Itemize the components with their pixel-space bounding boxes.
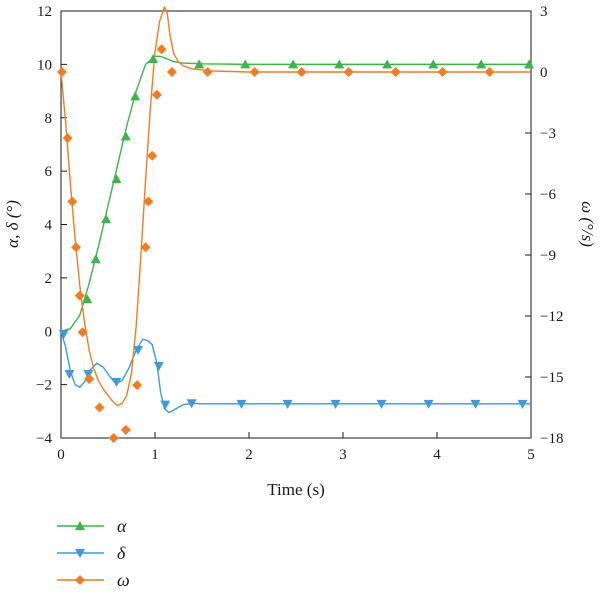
data-point-omega (437, 67, 448, 77)
data-point-delta (423, 399, 434, 409)
y-left-tick-label: 12 (37, 4, 52, 20)
data-point-alpha (82, 294, 93, 304)
series-line-alpha (60, 55, 531, 332)
y-right-tick-label: 3 (540, 4, 548, 20)
legend-marker-delta (75, 549, 85, 558)
data-point-alpha (334, 59, 345, 69)
data-point-omega (343, 67, 354, 77)
data-point-alpha (111, 174, 122, 184)
data-point-omega (166, 67, 177, 77)
x-tick-label: 3 (339, 447, 347, 463)
data-point-omega (140, 242, 151, 253)
legend-label-omega: ω (117, 570, 130, 590)
legend-label-delta: δ (117, 543, 126, 563)
data-point-alpha (101, 214, 112, 224)
y-right-tick-label: −15 (540, 370, 563, 386)
data-point-omega (249, 67, 260, 77)
legend-marker-omega (75, 575, 85, 585)
data-point-delta (83, 369, 94, 379)
data-point-omega (67, 196, 78, 207)
data-point-delta (236, 399, 247, 409)
data-point-alpha (428, 59, 439, 69)
data-point-alpha (476, 59, 487, 69)
y-left-tick-label: −2 (36, 378, 52, 394)
data-point-delta (153, 361, 164, 371)
data-point-alpha (288, 59, 299, 69)
x-tick-label: 2 (245, 447, 253, 463)
y-right-tick-label: −9 (540, 248, 556, 264)
x-tick-label: 1 (151, 447, 159, 463)
data-point-omega (77, 327, 88, 338)
y-left-tick-label: 4 (45, 218, 53, 234)
legend-label-alpha: α (117, 516, 127, 536)
series-line-omega (60, 6, 531, 407)
x-tick-label: 0 (57, 447, 65, 463)
data-point-alpha (90, 254, 101, 264)
x-tick-label: 5 (527, 447, 535, 463)
legend-marker-alpha (75, 521, 85, 530)
x-tick-label: 4 (433, 447, 441, 463)
y-right-tick-label: −12 (540, 309, 563, 325)
data-point-delta (186, 399, 197, 409)
data-point-alpha (240, 59, 251, 69)
y-left-tick-label: 2 (45, 271, 53, 287)
data-point-alpha (524, 59, 535, 69)
markers-layer (56, 44, 535, 443)
data-point-omega (84, 374, 95, 385)
data-point-omega (147, 150, 158, 161)
data-point-delta (111, 377, 122, 387)
data-point-delta (470, 399, 481, 409)
data-point-alpha (120, 131, 131, 141)
data-point-delta (160, 400, 171, 410)
data-point-delta (58, 329, 69, 339)
data-point-omega (71, 242, 82, 253)
data-point-delta (517, 399, 528, 409)
data-point-omega (120, 424, 131, 435)
y-right-tick-label: −18 (540, 431, 563, 447)
data-point-omega (56, 67, 67, 77)
legend: αδω (57, 516, 130, 590)
y-left-tick-label: 6 (45, 164, 53, 180)
y-right-tick-label: −6 (540, 187, 556, 203)
data-point-delta (133, 345, 144, 355)
y-right-tick-label: −3 (540, 126, 556, 142)
data-point-alpha (194, 59, 205, 69)
data-point-alpha (382, 59, 393, 69)
y-left-tick-label: 8 (45, 111, 53, 127)
data-point-omega (151, 89, 162, 100)
data-point-delta (376, 399, 387, 409)
y-left-tick-label: −4 (36, 431, 52, 447)
data-point-omega (94, 402, 105, 413)
data-point-omega (108, 433, 119, 443)
data-point-delta (330, 399, 341, 409)
data-point-alpha (130, 91, 141, 101)
y-left-tick-label: 0 (45, 324, 53, 340)
data-point-omega (143, 196, 154, 207)
data-point-omega (156, 44, 167, 55)
data-point-omega (62, 133, 73, 144)
x-axis-label: Time (s) (267, 480, 324, 499)
data-point-alpha (148, 54, 159, 64)
y-right-tick-label: 0 (540, 65, 548, 81)
y-axis-label-left: α, δ (°) (3, 200, 22, 248)
data-point-delta (282, 399, 293, 409)
data-point-delta (64, 369, 75, 379)
data-point-omega (202, 67, 213, 77)
data-point-omega (390, 67, 401, 77)
data-point-omega (296, 67, 307, 77)
data-point-omega (74, 290, 85, 301)
y-left-tick-label: 10 (37, 57, 52, 73)
data-point-omega (132, 380, 143, 391)
y-axis-label-right: ω (°/s) (578, 201, 597, 247)
data-point-omega (484, 67, 495, 77)
